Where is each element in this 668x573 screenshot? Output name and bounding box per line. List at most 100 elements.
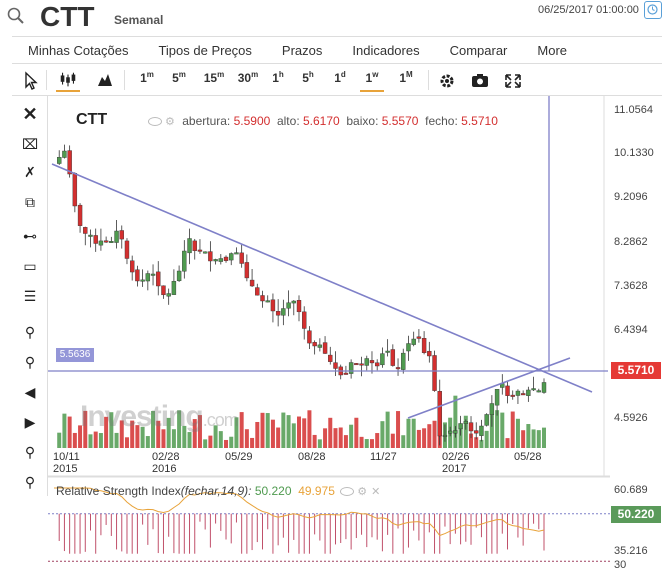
volume-bar bbox=[302, 418, 307, 448]
trendline-tool-icon[interactable]: ⊷ bbox=[23, 228, 37, 244]
candle-body bbox=[197, 249, 203, 252]
hline-value-badge: 5.5636 bbox=[56, 348, 94, 362]
price-tick: 7.3628 bbox=[614, 280, 648, 292]
scroll-left-icon[interactable]: ◀ bbox=[24, 384, 36, 400]
candle-body bbox=[109, 241, 114, 243]
fullscreen-icon[interactable] bbox=[504, 70, 522, 92]
candle-body bbox=[270, 299, 276, 312]
menu-more[interactable]: More bbox=[537, 43, 568, 58]
menu-compare[interactable]: Comparar bbox=[449, 43, 508, 58]
zoom-out-icon[interactable]: ⚲ bbox=[24, 354, 36, 370]
volume-bar bbox=[521, 430, 526, 448]
candle-body bbox=[208, 251, 213, 262]
volume-bar bbox=[500, 412, 505, 448]
menu-bar: Minhas Cotações Tipos de Preços Prazos I… bbox=[12, 36, 662, 64]
zoom-reset-icon[interactable]: ⚲ bbox=[24, 444, 36, 460]
rsi-gear-icon[interactable]: ⚙ bbox=[357, 486, 368, 498]
volume-bar bbox=[218, 431, 223, 448]
menu-timeframes[interactable]: Prazos bbox=[281, 43, 323, 58]
interval-1w[interactable]: 1w bbox=[360, 70, 384, 92]
candle-body bbox=[317, 344, 323, 348]
rsi-signal-line bbox=[54, 487, 545, 537]
interval-15m[interactable]: 15m bbox=[203, 70, 225, 85]
eye-icon[interactable] bbox=[148, 117, 162, 127]
gear-small-icon[interactable]: ⚙ bbox=[165, 116, 175, 128]
candle-body bbox=[88, 234, 93, 237]
rsi-eye-icon[interactable] bbox=[340, 487, 355, 497]
volume-bar bbox=[260, 412, 265, 448]
candle-body bbox=[135, 269, 140, 282]
candle-body bbox=[348, 362, 354, 374]
descending-trendline[interactable] bbox=[51, 163, 593, 393]
clock-icon[interactable] bbox=[644, 1, 662, 19]
volume-bar bbox=[156, 420, 161, 448]
cursor-icon[interactable] bbox=[22, 70, 38, 92]
volume-bar bbox=[78, 425, 83, 448]
delete-all-icon[interactable]: ✗ bbox=[24, 164, 36, 180]
candle-body bbox=[260, 295, 265, 302]
menu-indicators[interactable]: Indicadores bbox=[352, 43, 420, 58]
volume-bar bbox=[67, 416, 72, 448]
volume-bar bbox=[265, 413, 270, 448]
rsi-close-icon[interactable]: ✕ bbox=[371, 486, 381, 498]
candle-body bbox=[223, 256, 229, 261]
volume-bar bbox=[463, 415, 468, 448]
candle-body bbox=[458, 423, 463, 430]
interval-5h[interactable]: 5h bbox=[302, 70, 314, 85]
volume-bar bbox=[484, 430, 489, 448]
camera-icon[interactable] bbox=[470, 70, 490, 92]
fibonacci-tool-icon[interactable]: ☰ bbox=[23, 288, 37, 304]
settings-gear-icon[interactable] bbox=[438, 70, 456, 92]
menu-price-types[interactable]: Tipos de Preços bbox=[158, 43, 252, 58]
rsi-current-badge: 50.220 bbox=[611, 506, 661, 523]
close-icon[interactable]: ✕ bbox=[22, 104, 38, 124]
volume-bar bbox=[270, 419, 275, 448]
price-chart[interactable] bbox=[48, 96, 610, 573]
candle-body bbox=[494, 389, 500, 406]
remove-drawings-icon[interactable]: ⌧ bbox=[22, 136, 39, 152]
candle-body bbox=[218, 258, 224, 262]
volume-bar bbox=[88, 434, 93, 448]
search-icon[interactable] bbox=[6, 6, 26, 26]
candle-body bbox=[395, 367, 401, 370]
ascending-trendline[interactable] bbox=[407, 357, 571, 419]
interval-5m[interactable]: 5m bbox=[172, 70, 186, 85]
volume-bar bbox=[114, 432, 119, 448]
interval-1m[interactable]: 1m bbox=[140, 70, 154, 85]
price-tick: 9.2096 bbox=[614, 191, 648, 203]
menu-my-quotes[interactable]: Minhas Cotações bbox=[28, 43, 129, 58]
zoom-fit-icon[interactable]: ⚲ bbox=[24, 474, 36, 490]
rectangle-tool-icon[interactable]: ▭ bbox=[23, 258, 37, 274]
candle-body bbox=[484, 414, 489, 426]
candle-body bbox=[385, 350, 390, 353]
candle-body bbox=[291, 300, 296, 304]
interval-1M[interactable]: 1M bbox=[399, 70, 413, 85]
scroll-right-icon[interactable]: ▶ bbox=[24, 414, 36, 430]
interval-30m[interactable]: 30m bbox=[237, 70, 259, 85]
rsi-pane bbox=[48, 487, 610, 562]
interval-1d[interactable]: 1d bbox=[334, 70, 346, 85]
candlestick-chart-icon[interactable] bbox=[56, 70, 80, 92]
copy-icon[interactable]: ⧉ bbox=[25, 194, 35, 210]
volume-bar bbox=[328, 417, 333, 448]
area-chart-icon[interactable] bbox=[96, 70, 114, 92]
candle-body bbox=[171, 281, 177, 295]
volume-bar bbox=[343, 435, 348, 448]
candle-body bbox=[202, 251, 208, 254]
volume-bar bbox=[140, 426, 145, 448]
candle-body bbox=[416, 336, 422, 339]
volume-bar bbox=[197, 415, 202, 448]
price-tick: 10.1330 bbox=[614, 147, 654, 159]
candle-body bbox=[156, 271, 161, 287]
candle-body bbox=[57, 157, 62, 164]
volume-bar bbox=[536, 430, 541, 448]
volume-bar bbox=[291, 423, 296, 448]
price-tick: 8.2862 bbox=[614, 236, 648, 248]
volume-bar bbox=[98, 433, 103, 448]
candle-body bbox=[401, 352, 406, 370]
candle-body bbox=[489, 403, 495, 415]
candle-body bbox=[432, 355, 437, 391]
zoom-in-icon[interactable]: ⚲ bbox=[24, 324, 36, 340]
interval-1h[interactable]: 1h bbox=[272, 70, 284, 85]
candle-body bbox=[150, 273, 156, 276]
